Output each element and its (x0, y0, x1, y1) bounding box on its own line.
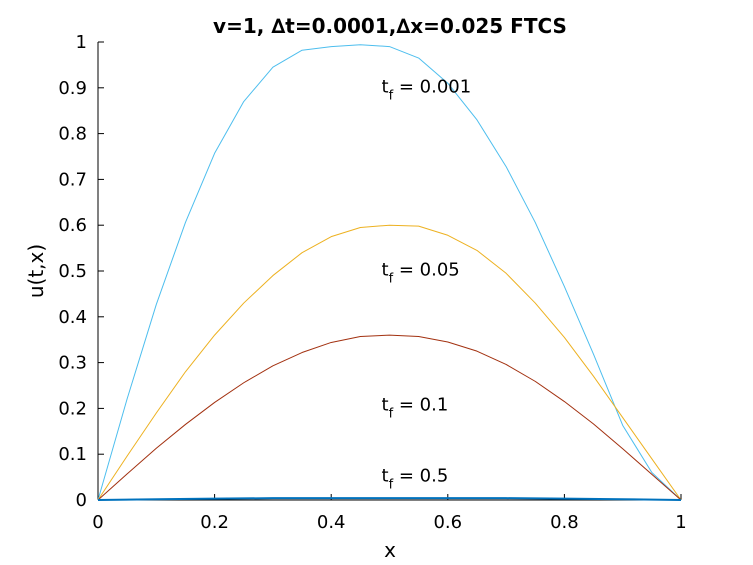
annotation-label: tf = 0.05 (382, 260, 460, 287)
annotation-value: = 0.1 (393, 395, 448, 416)
annotation-sub: f (389, 407, 394, 422)
y-tick-label: 0.8 (58, 124, 87, 145)
x-tick-label: 0.4 (317, 512, 346, 533)
y-tick-label: 0.7 (58, 169, 87, 190)
annotation-label: tf = 0.5 (382, 466, 449, 493)
series-line-4 (97, 497, 682, 501)
x-tick-label: 0.2 (200, 512, 229, 533)
y-tick-label: 0.3 (58, 353, 87, 374)
annotation-value: = 0.001 (393, 76, 471, 97)
y-ticks: 0 0.1 0.2 0.3 0.4 0.5 0.6 0.7 0.8 0.9 1 (58, 32, 104, 511)
annotation-base: t (382, 76, 389, 97)
chart-title: v=1, ∆t=0.0001,∆x=0.025 FTCS (213, 14, 567, 38)
annotation-sub: f (389, 272, 394, 287)
annotation-value: = 0.05 (393, 260, 460, 281)
annotation-value: = 0.5 (393, 466, 448, 487)
y-tick-label: 0.6 (58, 215, 87, 236)
x-tick-label: 0 (92, 512, 103, 533)
y-tick-label: 1 (76, 32, 87, 53)
annotation-label: tf = 0.1 (382, 395, 449, 422)
annotation-sub: f (389, 478, 394, 493)
y-tick-label: 0.2 (58, 398, 87, 419)
y-tick-label: 0.4 (58, 307, 87, 328)
annotation-label: tf = 0.001 (382, 76, 472, 103)
y-tick-label: 0 (76, 490, 87, 511)
y-axis-label: u(t,x) (24, 244, 48, 298)
x-tick-label: 0.6 (433, 512, 462, 533)
x-tick-label: 1 (675, 512, 686, 533)
series-line-3 (97, 334, 682, 501)
annotation-sub: f (389, 88, 394, 103)
x-axis-label: x (384, 538, 396, 562)
annotation-base: t (382, 395, 389, 416)
plot-area: 0 0.2 0.4 0.6 0.8 1 0 0.1 0.2 0.3 0.4 0.5 0.6 0.7 0.8… (58, 32, 686, 533)
y-tick-label: 0.5 (58, 261, 87, 282)
series-line-2 (97, 224, 682, 501)
x-ticks: 0 0.2 0.4 0.6 0.8 1 (92, 494, 687, 533)
series-line-1 (97, 44, 682, 501)
plot-background (98, 42, 681, 500)
annotation-base: t (382, 466, 389, 487)
y-tick-label: 0.1 (58, 444, 87, 465)
y-tick-label: 0.9 (58, 78, 87, 99)
series-group (97, 44, 682, 501)
x-tick-label: 0.8 (550, 512, 579, 533)
annotation-base: t (382, 260, 389, 281)
